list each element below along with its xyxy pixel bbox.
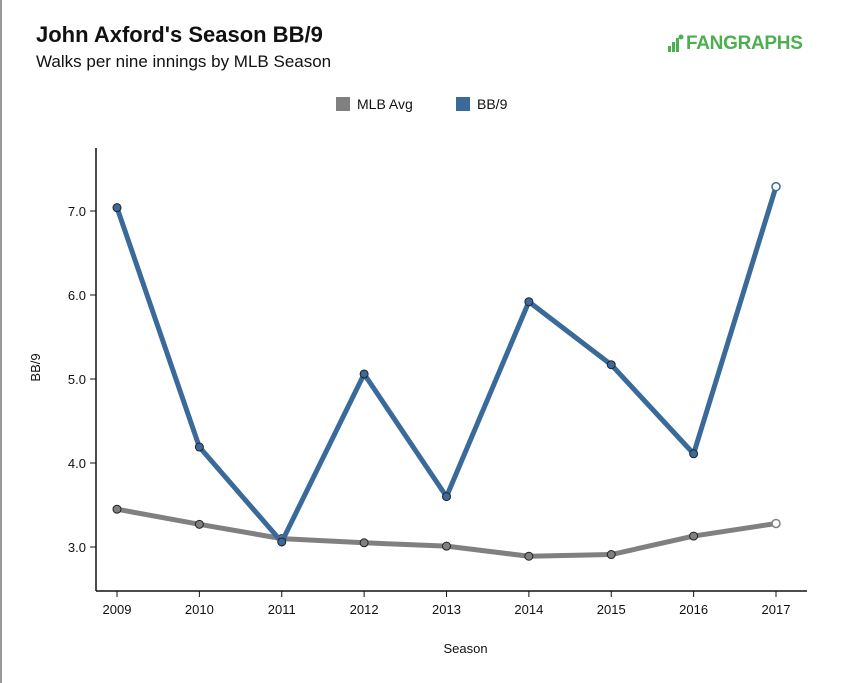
left-border: [0, 0, 2, 683]
x-axis-label: Season: [443, 641, 487, 656]
x-tick-label: 2012: [350, 602, 379, 617]
x-tick-label: 2014: [514, 602, 543, 617]
data-point: [771, 518, 781, 529]
data-point: [689, 449, 699, 459]
data-point: [112, 203, 122, 213]
y-tick-label: 6.0: [68, 288, 86, 303]
y-tick-label: 4.0: [68, 456, 86, 471]
chart-title: John Axford's Season BB/9: [36, 22, 323, 47]
chart-subtitle: Walks per nine innings by MLB Season: [36, 52, 332, 71]
series: [112, 181, 781, 561]
fangraphs-logo: FANGRAPHS: [686, 33, 803, 54]
x-tick-label: 2015: [597, 602, 626, 617]
y-tick-label: 7.0: [68, 204, 86, 219]
data-point: [442, 492, 451, 502]
data-point: [689, 531, 699, 541]
x-tick-label: 2017: [762, 602, 791, 617]
data-point: [359, 369, 369, 379]
data-point: [771, 181, 781, 192]
y-axis-label: BB/9: [28, 353, 43, 381]
data-point: [442, 541, 451, 551]
data-point: [359, 538, 369, 548]
y-tick-label: 3.0: [68, 540, 86, 555]
data-point: [606, 550, 616, 560]
data-point: [194, 519, 204, 529]
data-point: [524, 297, 534, 307]
x-tick-label: 2011: [268, 602, 296, 617]
data-point: [277, 537, 287, 547]
data-point: [194, 442, 204, 452]
x-tick-label: 2016: [679, 602, 708, 617]
legend-label: MLB Avg: [357, 96, 413, 112]
data-point: [112, 504, 122, 514]
x-tick-label: 2009: [103, 602, 132, 617]
legend-label: BB/9: [477, 96, 508, 112]
x-tick-label: 2013: [432, 602, 461, 617]
fangraphs-logo-icon: [668, 34, 684, 52]
x-tick-label: 2010: [185, 602, 214, 617]
data-point: [606, 360, 616, 370]
legend-swatch: [336, 97, 350, 111]
data-point: [524, 551, 534, 561]
axes: 3.0 4.0 5.0 6.0 7.0 2009 2010 2011 2012 2013 2014 2…: [28, 148, 807, 656]
y-tick-label: 5.0: [68, 372, 86, 387]
legend-swatch: [456, 97, 470, 111]
series-line-1: [114, 184, 779, 545]
legend: MLB Avg BB/9: [336, 96, 508, 112]
